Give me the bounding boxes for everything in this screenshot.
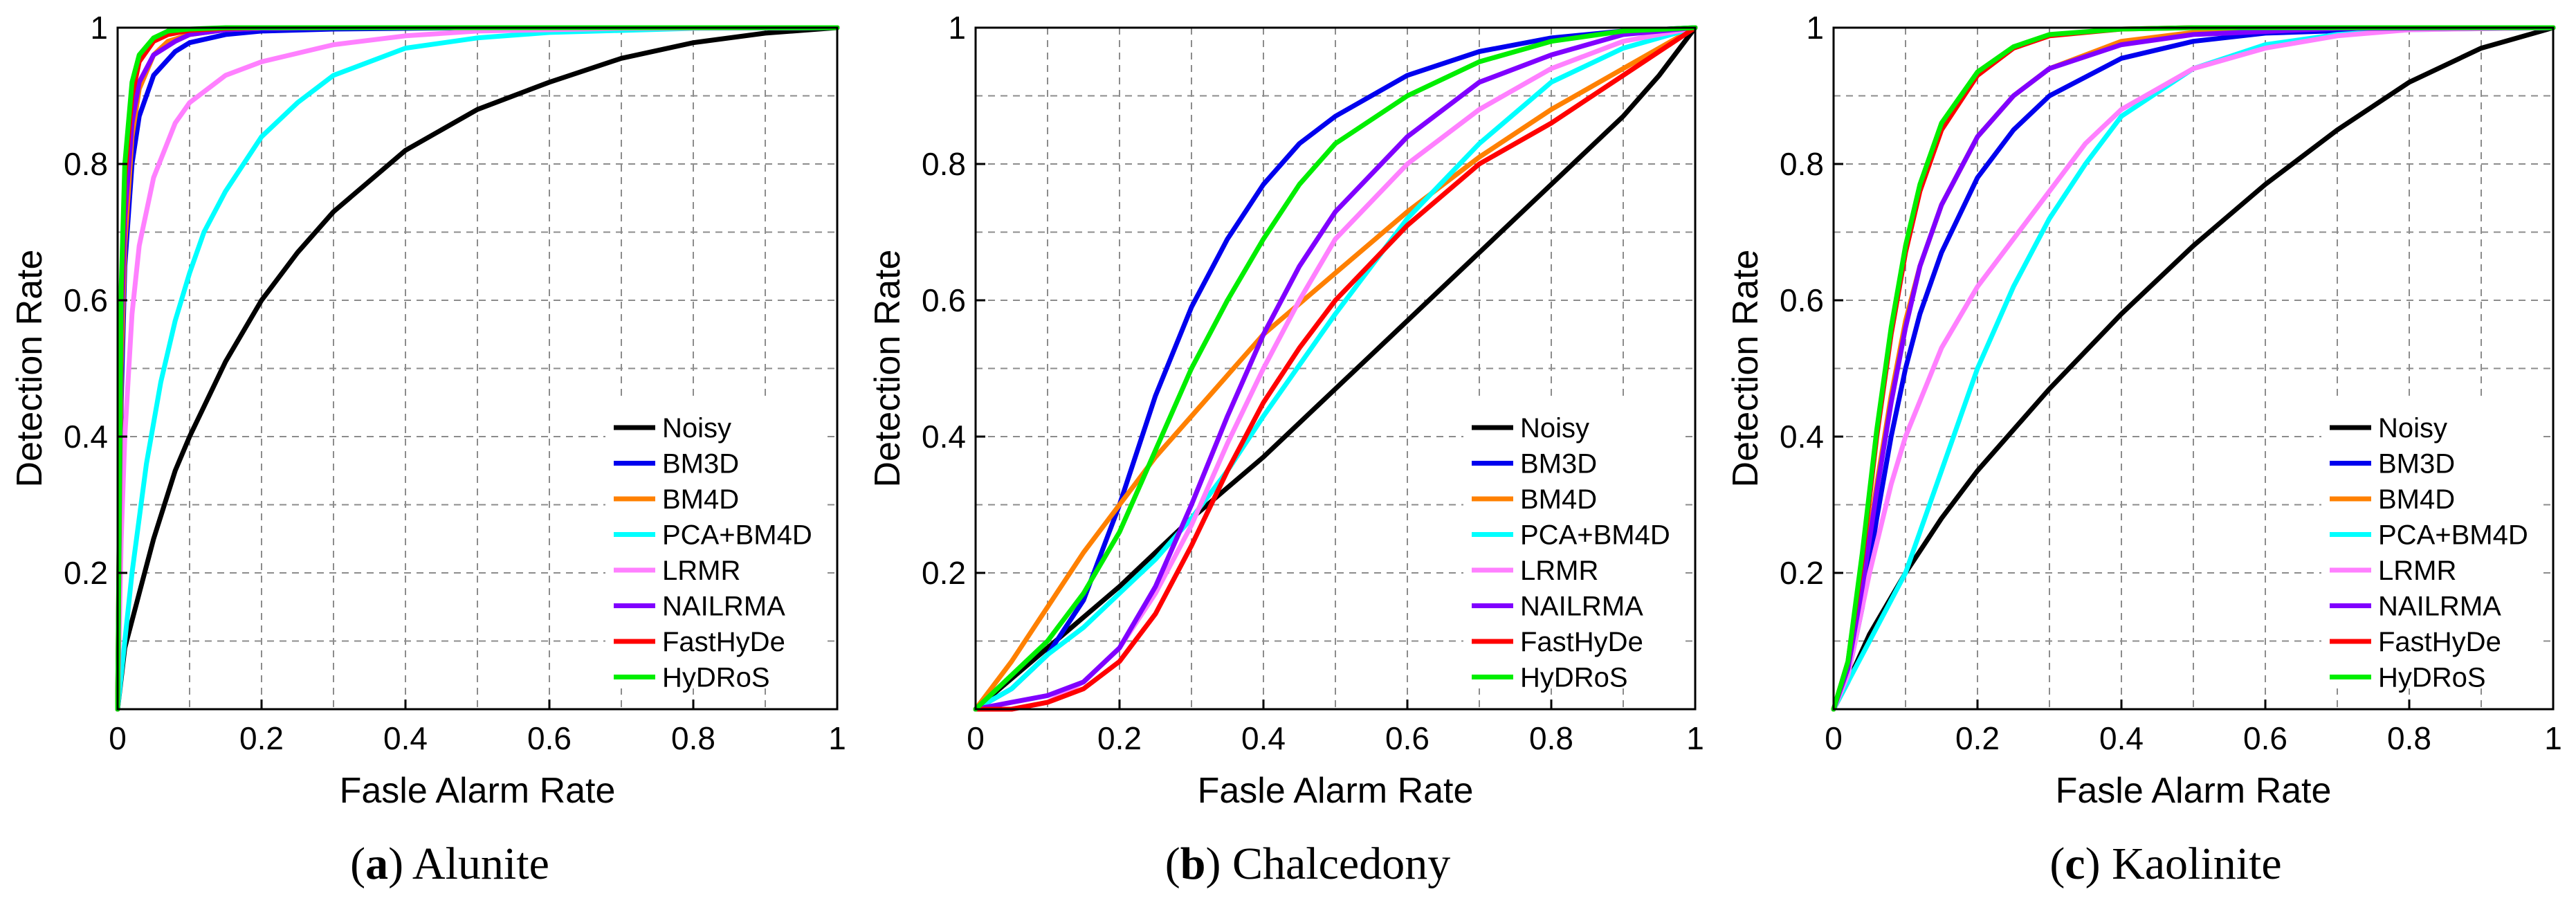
series-line-fasthyde [973, 25, 1698, 712]
y-tick-label: 1 [1806, 10, 1824, 46]
legend-label-fasthyde: FastHyDe [1520, 627, 1643, 657]
caption-b-name: Chalcedony [1232, 839, 1450, 889]
x-tick-label: 0 [1825, 720, 1843, 756]
series-line-bm3d [973, 25, 1698, 712]
series-line-noisy [115, 25, 840, 712]
legend-label-fasthyde: FastHyDe [2378, 627, 2501, 657]
legend-label-hydros: HyDRoS [1520, 663, 1628, 693]
y-axis-label: Detection Rate [868, 250, 908, 488]
series-line-nailrma [1831, 25, 2556, 712]
legend-label-nailrma: NAILRMA [1520, 592, 1643, 622]
y-tick-label: 0.8 [1780, 146, 1824, 182]
legend-label-hydros: HyDRoS [662, 663, 770, 693]
legend: Noisy BM3D BM4D PCA+BM4D LRMR NAILRMA FastHyDe… [1463, 401, 1685, 693]
legend-label-noisy: Noisy [2378, 413, 2447, 444]
y-tick-label: 0.4 [64, 419, 108, 455]
legend-label-noisy: Noisy [662, 413, 731, 444]
legend-label-lrmr: LRMR [2378, 556, 2456, 586]
legend-label-bm3d: BM3D [662, 449, 739, 479]
series-line-lrmr [973, 25, 1698, 712]
series-line-lrmr [115, 25, 840, 712]
y-tick-label: 0.8 [922, 146, 966, 182]
x-tick-label: 0.6 [1385, 720, 1429, 756]
panel-chalcedony: 0 0.2 0.4 0.6 0.8 1 0.2 0.4 0.6 0.8 1 Fasle Alarm R… [868, 10, 1704, 811]
series-line-noisy [1831, 25, 2556, 712]
x-tick-label: 1 [1686, 720, 1704, 756]
y-tick-label: 0.6 [1780, 282, 1824, 318]
axes-frame [974, 26, 1697, 711]
legend-label-pca-bm4d: PCA+BM4D [662, 520, 812, 551]
legend-label-lrmr: LRMR [1520, 556, 1598, 586]
x-tick-label: 0 [967, 720, 985, 756]
series-line-lrmr [1831, 25, 2556, 712]
series-line-hydros [973, 25, 1698, 712]
x-tick-label: 0.6 [527, 720, 572, 756]
legend-label-nailrma: NAILRMA [662, 592, 785, 622]
series-line-pca-bm4d [115, 25, 840, 712]
y-tick-label: 0.2 [922, 555, 966, 591]
panel-alunite: 0 0.2 0.4 0.6 0.8 1 0.2 0.4 0.6 0.8 1 Fasle Alarm R… [10, 10, 846, 811]
series-line-noisy [973, 25, 1698, 712]
x-tick-label: 0.8 [2387, 720, 2431, 756]
legend-label-bm4d: BM4D [2378, 484, 2455, 515]
caption-a-letter: a [365, 839, 388, 889]
x-tick-label: 0.4 [2099, 720, 2144, 756]
legend-label-bm4d: BM4D [662, 484, 739, 515]
series-line-bm4d [973, 25, 1698, 712]
y-tick-label: 1 [948, 10, 966, 46]
y-tick-label: 0.8 [64, 146, 108, 182]
caption-c-letter: c [2065, 839, 2085, 889]
legend-label-nailrma: NAILRMA [2378, 592, 2501, 622]
x-axis-label: Fasle Alarm Rate [2056, 771, 2332, 811]
y-tick-label: 0.6 [922, 282, 966, 318]
caption-a-name: Alunite [412, 839, 549, 889]
caption-c-name: Kaolinite [2112, 839, 2282, 889]
legend-label-lrmr: LRMR [662, 556, 740, 586]
y-axis-label: Detection Rate [10, 250, 50, 488]
x-tick-label: 1 [828, 720, 846, 756]
x-tick-label: 1 [2544, 720, 2562, 756]
x-tick-label: 0.2 [239, 720, 284, 756]
legend-label-pca-bm4d: PCA+BM4D [2378, 520, 2528, 551]
legend-label-fasthyde: FastHyDe [662, 627, 785, 657]
x-axis-label: Fasle Alarm Rate [340, 771, 616, 811]
legend-label-bm4d: BM4D [1520, 484, 1597, 515]
x-tick-label: 0.4 [383, 720, 428, 756]
x-tick-label: 0.4 [1241, 720, 1286, 756]
x-tick-label: 0.6 [2243, 720, 2287, 756]
legend-label-hydros: HyDRoS [2378, 663, 2486, 693]
y-tick-label: 0.2 [64, 555, 108, 591]
caption-c: (c) Kaolinite [2049, 839, 2281, 889]
axes-frame [1832, 26, 2555, 711]
x-tick-label: 0.8 [671, 720, 715, 756]
caption-b: (b) Chalcedony [1165, 839, 1450, 889]
x-tick-label: 0 [109, 720, 127, 756]
axes-frame [116, 26, 839, 711]
caption-b-letter: b [1180, 839, 1206, 889]
x-axis-label: Fasle Alarm Rate [1198, 771, 1474, 811]
y-tick-label: 0.4 [922, 419, 966, 455]
x-tick-label: 0.2 [1097, 720, 1142, 756]
legend-label-bm3d: BM3D [1520, 449, 1597, 479]
y-tick-label: 0.4 [1780, 419, 1824, 455]
legend: Noisy BM3D BM4D PCA+BM4D LRMR NAILRMA FastHyDe… [605, 401, 827, 693]
x-tick-label: 0.2 [1955, 720, 2000, 756]
caption-a: (a) Alunite [350, 839, 549, 889]
y-axis-label: Detection Rate [1726, 250, 1766, 488]
y-tick-label: 1 [90, 10, 108, 46]
legend-label-noisy: Noisy [1520, 413, 1589, 444]
panel-kaolinite: 0 0.2 0.4 0.6 0.8 1 0.2 0.4 0.6 0.8 1 Fasle Alarm R… [1726, 10, 2562, 811]
legend-label-pca-bm4d: PCA+BM4D [1520, 520, 1670, 551]
legend: Noisy BM3D BM4D PCA+BM4D LRMR NAILRMA FastHyDe… [2321, 401, 2543, 693]
series-line-nailrma [973, 25, 1698, 712]
series-line-hydros [1831, 25, 2556, 712]
y-tick-label: 0.2 [1780, 555, 1824, 591]
y-tick-label: 0.6 [64, 282, 108, 318]
legend-label-bm3d: BM3D [2378, 449, 2455, 479]
x-tick-label: 0.8 [1529, 720, 1573, 756]
